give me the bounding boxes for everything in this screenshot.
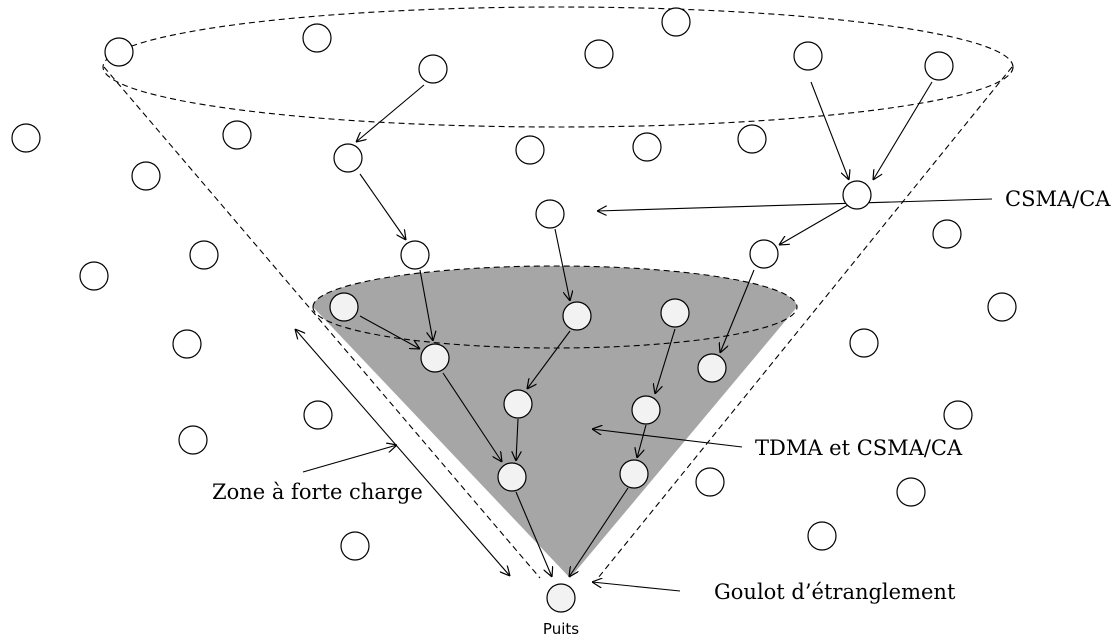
sensor-node [737,124,767,154]
sensor-node [11,123,41,153]
sink-node [546,583,576,613]
sensor-node [842,180,872,210]
sensor-node [515,135,545,165]
cone-left-edge [103,66,541,579]
sensor-node-loaded [329,292,359,322]
sensor-node [849,328,879,358]
sensor-node-loaded [562,301,592,331]
sensor-node [131,161,161,191]
sensor-node [104,37,134,67]
sensor-node [178,425,208,455]
csma-label: CSMA/CA [1005,187,1111,211]
sensor-nodes-empty [11,7,1017,561]
goulot-label: Goulot d’étranglement [714,580,956,604]
sensor-node [222,120,252,150]
sensor-node-loaded [497,462,527,492]
sensor-node [172,329,202,359]
sensor-node [695,467,725,497]
sensor-node [661,7,691,37]
sensor-node [584,39,614,69]
sensor-node [418,54,448,84]
sensor-node [535,199,565,229]
sensor-node [943,400,973,430]
zone-label: Zone à forte charge [212,480,423,504]
puits-label: Puits [543,620,579,638]
sensor-node [632,132,662,162]
sensor-node-loaded [420,343,450,373]
sensor-nodes-filled [329,292,727,613]
sensor-node-loaded [660,298,690,328]
sensor-node [79,261,109,291]
sensor-node [749,239,779,269]
sensor-node [333,143,363,173]
sensor-node [303,400,333,430]
cone-top-ellipse [102,6,1014,128]
high-load-zone-front-edge [312,306,798,349]
sensor-node [400,240,430,270]
sensor-node [932,219,962,249]
sensor-node [807,521,837,551]
sensor-node [793,41,823,71]
sensor-node [987,292,1017,322]
tdma-label: TDMA et CSMA/CA [755,436,963,460]
sensor-node [924,51,954,81]
sensor-node [896,477,926,507]
routing-edges [356,81,933,577]
sensor-node [189,240,219,270]
sensor-node-loaded [503,389,533,419]
sensor-node-loaded [619,459,649,489]
high-load-zone-back-edge [312,265,798,308]
high-load-zone [313,266,797,578]
sensor-node-loaded [631,395,661,425]
label-pointers [295,198,993,592]
sensor-node [302,23,332,53]
sensor-node [340,531,370,561]
sensor-node-loaded [697,353,727,383]
